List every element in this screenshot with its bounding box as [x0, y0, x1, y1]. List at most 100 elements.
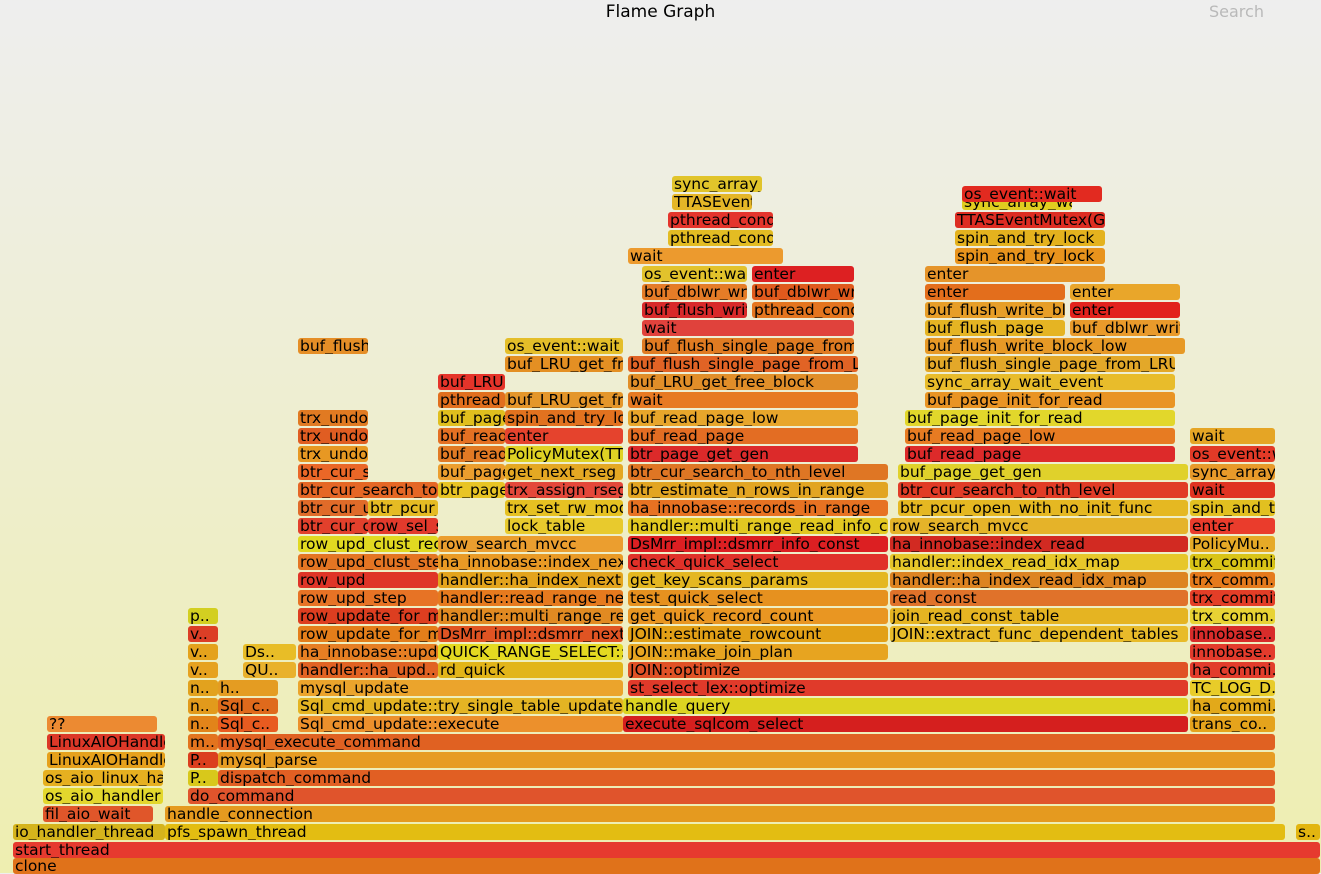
- flame-frame[interactable]: spin_and_try_lock: [1190, 500, 1275, 516]
- flame-frame[interactable]: TC_LOG_D..: [1190, 680, 1275, 696]
- flame-frame[interactable]: buf_read_page: [628, 428, 858, 444]
- flame-frame[interactable]: enter: [752, 266, 854, 282]
- flame-frame[interactable]: buf_LRU_get_free_block: [505, 392, 623, 408]
- flame-frame[interactable]: get_next_rseg: [505, 464, 623, 480]
- flame-frame[interactable]: JOIN::extract_func_dependent_tables: [890, 626, 1188, 642]
- flame-frame[interactable]: buf_dblwr_write_single_page: [1070, 320, 1180, 336]
- flame-frame[interactable]: fil_aio_wait: [43, 806, 153, 822]
- flame-frame[interactable]: trx_comm..: [1190, 572, 1275, 588]
- flame-frame[interactable]: n..: [188, 698, 218, 714]
- flame-frame[interactable]: buf_page_get_gen: [898, 464, 1188, 480]
- flame-frame[interactable]: v..: [188, 626, 218, 642]
- flame-frame[interactable]: ha_innobase::index_read: [890, 536, 1188, 552]
- flame-frame[interactable]: os_event::wait: [505, 338, 623, 354]
- flame-frame[interactable]: buf_read_page: [905, 446, 1175, 462]
- flame-frame[interactable]: get_key_scans_params: [628, 572, 888, 588]
- flame-frame[interactable]: trx_undo_assign_undo: [298, 410, 368, 426]
- flame-frame[interactable]: btr_cur_search_to_nth_level: [628, 464, 888, 480]
- flame-frame[interactable]: buf_flush_single_page_from_LRU: [925, 356, 1175, 372]
- flame-frame[interactable]: sync_array_wait: [1190, 464, 1275, 480]
- flame-frame[interactable]: buf_flush_write_block_low: [642, 302, 747, 318]
- flame-frame[interactable]: buf_read_page_low: [438, 428, 505, 444]
- flame-frame[interactable]: ha_innobase::index_next: [438, 554, 623, 570]
- flame-frame[interactable]: st_select_lex::optimize: [628, 680, 1188, 696]
- flame-frame[interactable]: P..: [188, 752, 218, 768]
- flame-frame[interactable]: Sql_cmd_update::try_single_table_update: [298, 698, 623, 714]
- flame-frame[interactable]: check_quick_select: [628, 554, 888, 570]
- flame-frame[interactable]: row_upd_clust_rec: [298, 536, 438, 552]
- flame-frame[interactable]: execute_sqlcom_select: [623, 716, 1188, 732]
- flame-frame[interactable]: clone: [13, 858, 1320, 874]
- flame-frame[interactable]: os_aio_handler: [43, 788, 163, 804]
- flame-frame[interactable]: enter: [925, 266, 1105, 282]
- flame-frame[interactable]: buf_flush_write_block_low: [925, 302, 1065, 318]
- flame-frame[interactable]: ha_innobase::update_row: [298, 644, 438, 660]
- flame-frame[interactable]: innobase..: [1190, 644, 1275, 660]
- flame-frame[interactable]: innobase..: [1190, 626, 1275, 642]
- flame-frame[interactable]: handler::index_read_idx_map: [890, 554, 1188, 570]
- flame-frame[interactable]: mysql_parse: [218, 752, 1275, 768]
- flame-frame[interactable]: enter: [1070, 284, 1180, 300]
- flame-frame[interactable]: row_upd_clust_step: [298, 554, 438, 570]
- flame-frame[interactable]: wait: [1190, 428, 1275, 444]
- flame-frame[interactable]: buf_flush_page: [925, 320, 1065, 336]
- flame-frame[interactable]: pthread_cond_wait: [668, 230, 773, 246]
- flame-frame[interactable]: trx_undo_report_row_operation: [298, 446, 368, 462]
- flame-frame[interactable]: spin_and_try_lock: [505, 410, 623, 426]
- flame-frame[interactable]: sync_array_wait_event: [672, 176, 762, 192]
- flame-frame[interactable]: v..: [188, 662, 218, 678]
- flame-frame[interactable]: pfs_spawn_thread: [165, 824, 1285, 840]
- flame-frame[interactable]: buf_read_page_low: [628, 410, 858, 426]
- flame-frame[interactable]: row_search_mvcc: [438, 536, 623, 552]
- flame-frame[interactable]: row_upd: [298, 572, 438, 588]
- flame-frame[interactable]: QU..: [243, 662, 296, 678]
- flame-frame[interactable]: wait: [628, 392, 858, 408]
- flame-frame[interactable]: LinuxAIOHandler::collect: [47, 734, 165, 750]
- flame-frame[interactable]: n..: [188, 680, 218, 696]
- flame-frame[interactable]: QUICK_RANGE_SELECT::get_next: [438, 644, 623, 660]
- flame-frame[interactable]: row_sel_store_mysql_rec: [368, 518, 438, 534]
- flame-frame[interactable]: n..: [188, 716, 218, 732]
- flame-frame[interactable]: ha_innobase::records_in_range: [628, 500, 888, 516]
- flame-frame[interactable]: mysql_update: [298, 680, 623, 696]
- flame-frame[interactable]: buf_page_init_for_read: [438, 410, 505, 426]
- flame-frame[interactable]: trx_assign_rseg: [505, 482, 623, 498]
- flame-frame[interactable]: row_search_mvcc: [890, 518, 1188, 534]
- flame-frame[interactable]: mysql_execute_command: [218, 734, 1275, 750]
- flame-frame[interactable]: JOIN::optimize: [628, 662, 1188, 678]
- flame-frame[interactable]: rd_quick: [438, 662, 623, 678]
- flame-frame[interactable]: ha_commi..: [1190, 698, 1275, 714]
- flame-frame[interactable]: os_event::wait: [1190, 446, 1275, 462]
- flame-frame[interactable]: enter: [1070, 302, 1180, 318]
- flame-frame[interactable]: btr_page_get_next: [438, 482, 505, 498]
- flame-frame[interactable]: handler::multi_range_read_info_const: [628, 518, 888, 534]
- flame-frame[interactable]: JOIN::make_join_plan: [628, 644, 888, 660]
- flame-frame[interactable]: row_update_for_mysql: [298, 626, 438, 642]
- flame-frame[interactable]: btr_cur_search_to_nth_level: [298, 482, 438, 498]
- flame-frame[interactable]: trx_set_rw_mode: [505, 500, 623, 516]
- flame-frame[interactable]: Sql_c..: [218, 716, 278, 732]
- flame-frame[interactable]: btr_pcur_open_with_no_init_func: [898, 500, 1188, 516]
- flame-frame[interactable]: trx_undo_report_row_operation: [298, 428, 368, 444]
- flame-frame[interactable]: buf_flush_single_page_from_LRU: [628, 356, 858, 372]
- flame-frame[interactable]: trx_comm..: [1190, 608, 1275, 624]
- flame-frame[interactable]: enter: [1190, 518, 1275, 534]
- flame-frame[interactable]: handler::read_range_next: [438, 590, 623, 606]
- flame-frame[interactable]: buf_flush_page: [298, 338, 368, 354]
- flame-frame[interactable]: buf_LRU_get_free_block: [438, 374, 505, 390]
- flame-frame[interactable]: s..: [1296, 824, 1320, 840]
- flame-frame[interactable]: test_quick_select: [628, 590, 888, 606]
- flame-frame[interactable]: LinuxAIOHandler::poll: [47, 752, 165, 768]
- flame-frame[interactable]: trans_co..: [1190, 716, 1275, 732]
- flame-frame[interactable]: buf_LRU_get_free_block: [505, 356, 623, 372]
- flame-frame[interactable]: PolicyMutex(TTASEventMutex): [505, 446, 623, 462]
- flame-frame[interactable]: pthread_cond_wait: [668, 212, 773, 228]
- flame-frame[interactable]: DsMrr_impl::dsmrr_info_const: [628, 536, 888, 552]
- flame-frame[interactable]: handler::ha_index_next: [438, 572, 623, 588]
- flame-frame[interactable]: buf_dblwr_write_single_page: [642, 284, 747, 300]
- flame-frame[interactable]: buf_page_get_gen: [438, 464, 505, 480]
- flame-frame[interactable]: join_read_const_table: [890, 608, 1188, 624]
- flame-frame[interactable]: PolicyMu..: [1190, 536, 1275, 552]
- flame-frame[interactable]: buf_read_page_low: [905, 428, 1175, 444]
- flame-frame[interactable]: wait: [1190, 482, 1275, 498]
